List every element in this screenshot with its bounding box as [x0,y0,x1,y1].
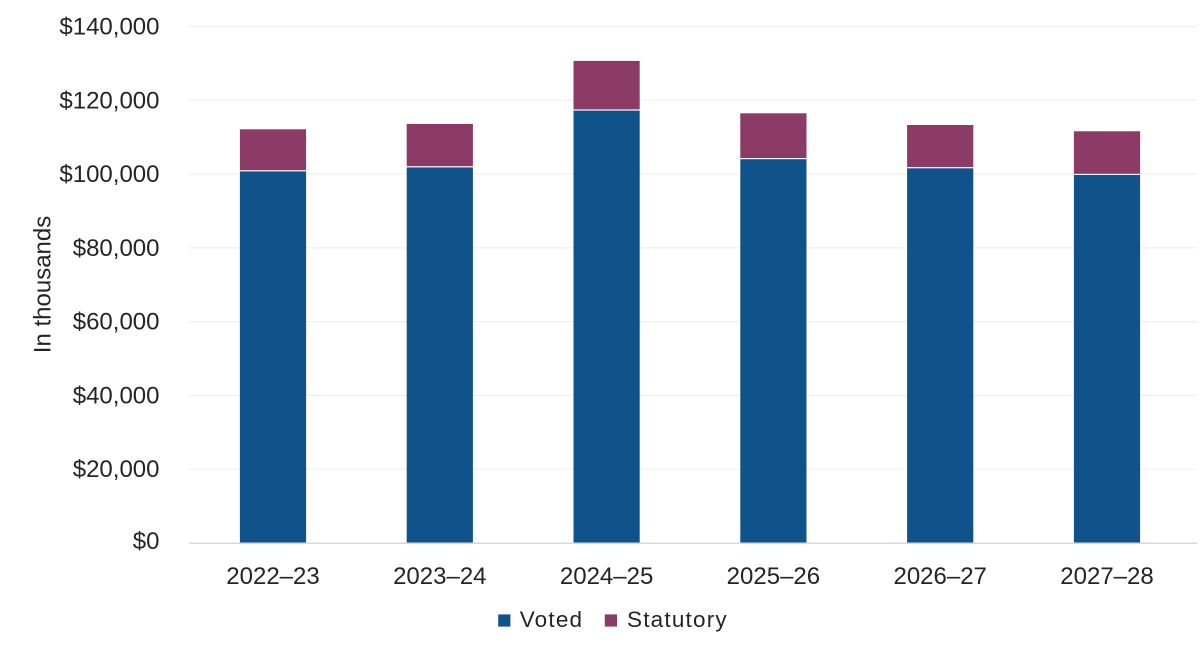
svg-text:2027–28: 2027–28 [1060,563,1153,590]
svg-text:2026–27: 2026–27 [893,563,986,590]
svg-text:$60,000: $60,000 [73,309,160,336]
svg-text:$100,000: $100,000 [59,161,159,188]
svg-text:2022–23: 2022–23 [226,563,319,590]
svg-text:$20,000: $20,000 [73,456,160,483]
svg-text:$80,000: $80,000 [73,235,160,262]
svg-text:Voted: Voted [520,607,584,632]
svg-text:$40,000: $40,000 [73,382,160,409]
svg-text:2023–24: 2023–24 [393,563,486,590]
svg-text:2025–26: 2025–26 [727,563,820,590]
svg-text:$120,000: $120,000 [59,87,159,114]
svg-text:In thousands: In thousands [29,216,56,353]
svg-text:$0: $0 [133,528,160,555]
svg-text:Statutory: Statutory [627,607,728,632]
svg-text:$140,000: $140,000 [59,14,159,41]
svg-text:2024–25: 2024–25 [560,563,653,590]
